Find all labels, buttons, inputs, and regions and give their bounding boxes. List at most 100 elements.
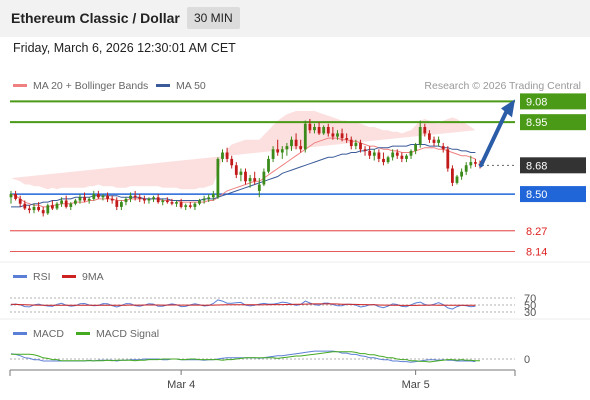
- level-label-bg-resistance: [520, 114, 586, 131]
- candle-body: [133, 195, 137, 198]
- candle-body: [55, 203, 59, 209]
- candle-body: [143, 198, 146, 201]
- candle-body: [359, 142, 362, 150]
- candle-body: [156, 197, 160, 203]
- candle-body: [60, 200, 63, 204]
- candle-body: [170, 202, 174, 204]
- candle-body: [464, 165, 468, 172]
- candle-body: [418, 127, 422, 145]
- candle-body: [129, 195, 132, 199]
- legend-rsi-ma: 9MA: [62, 271, 104, 283]
- candle-body: [474, 162, 477, 164]
- candle-body: [308, 123, 312, 131]
- candle-body: [69, 203, 73, 207]
- rsi-swatch: [13, 274, 27, 278]
- ma20-label: MA 20 + Bollinger Bands: [33, 80, 149, 92]
- candle-body: [248, 178, 252, 182]
- candle-body: [37, 206, 40, 211]
- rsi-level-label: 30: [524, 307, 536, 319]
- x-tick-label: Mar 5: [402, 379, 430, 391]
- credit-text: Research © 2026 Trading Central: [424, 80, 581, 92]
- candle-body: [124, 198, 128, 203]
- candle-body: [441, 146, 445, 150]
- candle-body: [120, 202, 123, 207]
- level-label-bg-resistance: [520, 93, 586, 110]
- ma50-line: [11, 144, 476, 208]
- candle-body: [299, 146, 303, 150]
- level-label-last: 8.68: [526, 160, 547, 172]
- candle-body: [326, 127, 330, 134]
- candle-body: [276, 149, 280, 153]
- candle-body: [349, 139, 353, 147]
- x-tick-label: Mar 4: [167, 379, 195, 391]
- rsi-level-label: 50: [524, 300, 536, 312]
- candle-body: [18, 198, 22, 204]
- candle-body: [469, 162, 473, 166]
- candle-body: [331, 133, 335, 137]
- candle-body: [395, 152, 399, 156]
- level-label-support: 8.14: [526, 247, 547, 259]
- candle-body: [382, 158, 385, 163]
- macd-signal-label: MACD Signal: [96, 328, 160, 340]
- candle-body: [198, 200, 201, 204]
- candle-body: [216, 158, 220, 198]
- macd-label: MACD: [33, 328, 64, 340]
- candle-body: [257, 184, 261, 191]
- instrument-title: Ethereum Classic / Dollar: [11, 10, 180, 26]
- candle-body: [368, 150, 372, 156]
- rsi-ma-label: 9MA: [82, 271, 104, 283]
- candle-body: [460, 171, 463, 177]
- candle-body: [239, 171, 243, 175]
- candle-body: [294, 139, 298, 147]
- macd-signal-swatch: [76, 331, 90, 335]
- candle-body: [28, 208, 31, 211]
- level-label-bg-pivot: [520, 186, 586, 203]
- legend-macd-signal: MACD Signal: [76, 328, 159, 340]
- candle-body: [14, 194, 17, 199]
- header-bar: Ethereum Classic / Dollar 30 MIN: [0, 0, 590, 37]
- candle-body: [377, 152, 381, 159]
- candle-body: [138, 197, 142, 199]
- candle-body: [46, 205, 50, 214]
- candle-body: [225, 152, 229, 159]
- ma50-swatch: [156, 83, 170, 87]
- level-label-resistance: 9.08: [526, 96, 547, 108]
- candle-body: [83, 197, 86, 201]
- candle-body: [290, 139, 293, 147]
- rsi-label: RSI: [33, 271, 51, 283]
- candle-body: [74, 200, 77, 204]
- candle-body: [400, 155, 404, 159]
- candle-body: [285, 146, 289, 150]
- rsi-level-label: 70: [524, 293, 536, 305]
- level-label-support: 8.27: [526, 226, 547, 238]
- candle-body: [405, 155, 408, 159]
- candle-body: [32, 206, 36, 211]
- candle-body: [409, 150, 413, 156]
- candle-body: [161, 200, 165, 203]
- candle-body: [345, 138, 349, 140]
- candle-body: [455, 176, 459, 183]
- candle-body: [23, 203, 27, 209]
- bollinger-band: [11, 111, 476, 190]
- candle-body: [92, 194, 96, 199]
- candle-body: [253, 178, 257, 182]
- candle-body: [147, 198, 151, 201]
- candle-body: [386, 157, 390, 163]
- candle-body: [110, 198, 114, 201]
- candle-body: [391, 152, 395, 158]
- candle-body: [451, 168, 454, 183]
- ma20-line: [10, 137, 476, 208]
- projection-arrow-head: [501, 99, 515, 118]
- timeframe-badge[interactable]: 30 MIN: [187, 7, 240, 29]
- candle-body: [437, 139, 440, 143]
- candle-body: [193, 203, 197, 207]
- candle-body: [432, 139, 436, 143]
- candle-body: [303, 123, 307, 150]
- candle-body: [234, 165, 238, 175]
- candle-body: [115, 200, 119, 207]
- level-label-bg-last: [520, 157, 586, 174]
- candle-body: [446, 149, 450, 169]
- candle-body: [51, 205, 54, 209]
- macd-swatch: [13, 331, 27, 335]
